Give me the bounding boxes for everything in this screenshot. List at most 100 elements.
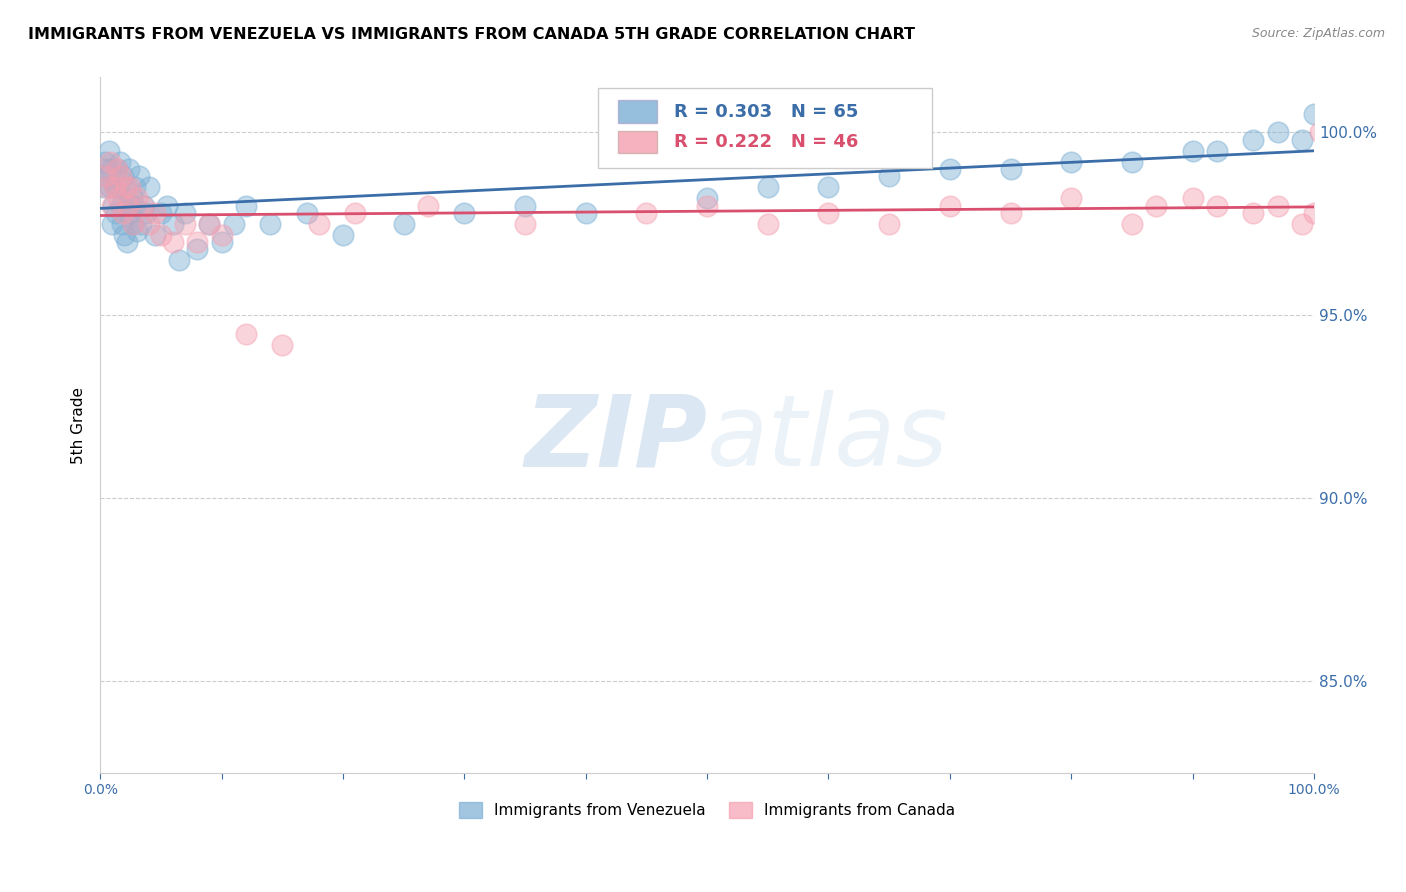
Point bbox=[118, 161, 141, 176]
Point bbox=[198, 217, 221, 231]
Point bbox=[149, 206, 172, 220]
Point bbox=[1267, 125, 1289, 139]
Point bbox=[1241, 133, 1264, 147]
Point bbox=[115, 235, 138, 249]
Point bbox=[117, 198, 139, 212]
Point bbox=[162, 217, 184, 231]
Point bbox=[125, 224, 148, 238]
Point bbox=[1291, 217, 1313, 231]
Point bbox=[120, 206, 142, 220]
Point bbox=[131, 198, 153, 212]
Point bbox=[756, 217, 779, 231]
Text: IMMIGRANTS FROM VENEZUELA VS IMMIGRANTS FROM CANADA 5TH GRADE CORRELATION CHART: IMMIGRANTS FROM VENEZUELA VS IMMIGRANTS … bbox=[28, 27, 915, 42]
Point bbox=[111, 217, 134, 231]
Point bbox=[94, 169, 117, 184]
Point bbox=[112, 227, 135, 242]
Point bbox=[104, 180, 127, 194]
Point bbox=[174, 217, 197, 231]
Point bbox=[122, 217, 145, 231]
Point bbox=[211, 235, 233, 249]
Point bbox=[1206, 144, 1229, 158]
Point bbox=[103, 198, 125, 212]
Point bbox=[98, 180, 121, 194]
Point bbox=[1181, 144, 1204, 158]
Point bbox=[110, 198, 132, 212]
Point bbox=[96, 169, 118, 184]
Point bbox=[93, 180, 115, 194]
Point bbox=[110, 169, 132, 184]
Point bbox=[222, 217, 245, 231]
Point bbox=[149, 227, 172, 242]
Point bbox=[308, 217, 330, 231]
Text: atlas: atlas bbox=[707, 391, 949, 488]
Point bbox=[104, 180, 127, 194]
FancyBboxPatch shape bbox=[619, 131, 658, 153]
Point bbox=[1144, 198, 1167, 212]
Point bbox=[1303, 107, 1326, 121]
Text: R = 0.303   N = 65: R = 0.303 N = 65 bbox=[675, 103, 859, 120]
Point bbox=[636, 206, 658, 220]
Point bbox=[756, 180, 779, 194]
FancyBboxPatch shape bbox=[619, 101, 658, 122]
Point bbox=[132, 198, 155, 212]
Point bbox=[96, 180, 118, 194]
Point bbox=[1206, 198, 1229, 212]
Point bbox=[575, 206, 598, 220]
Point bbox=[104, 206, 127, 220]
Point bbox=[125, 191, 148, 205]
Point bbox=[117, 198, 139, 212]
Point bbox=[101, 198, 124, 212]
Point bbox=[939, 198, 962, 212]
Point bbox=[344, 206, 367, 220]
Point bbox=[101, 217, 124, 231]
Point bbox=[392, 217, 415, 231]
Point bbox=[112, 206, 135, 220]
Point bbox=[112, 169, 135, 184]
Point bbox=[143, 206, 166, 220]
Point bbox=[1000, 206, 1022, 220]
Point bbox=[114, 180, 136, 194]
Point bbox=[128, 169, 150, 184]
Point bbox=[96, 161, 118, 176]
Point bbox=[186, 235, 208, 249]
Point bbox=[939, 161, 962, 176]
FancyBboxPatch shape bbox=[598, 88, 932, 168]
Point bbox=[94, 154, 117, 169]
Point bbox=[1241, 206, 1264, 220]
Point bbox=[186, 243, 208, 257]
Point bbox=[121, 191, 143, 205]
Point bbox=[198, 217, 221, 231]
Point bbox=[1303, 206, 1326, 220]
Point bbox=[1291, 133, 1313, 147]
Point bbox=[1121, 217, 1143, 231]
Point bbox=[156, 198, 179, 212]
Point bbox=[108, 154, 131, 169]
Point bbox=[513, 198, 536, 212]
Point bbox=[235, 198, 257, 212]
Point bbox=[1181, 191, 1204, 205]
Point bbox=[1267, 198, 1289, 212]
Point bbox=[1000, 161, 1022, 176]
Point bbox=[1121, 154, 1143, 169]
Point bbox=[1309, 125, 1331, 139]
Point bbox=[235, 326, 257, 341]
Point bbox=[114, 180, 136, 194]
Point bbox=[124, 180, 146, 194]
Point bbox=[416, 198, 439, 212]
Legend: Immigrants from Venezuela, Immigrants from Canada: Immigrants from Venezuela, Immigrants fr… bbox=[453, 796, 962, 824]
Point bbox=[143, 227, 166, 242]
Point bbox=[696, 191, 718, 205]
Point bbox=[135, 206, 157, 220]
Point bbox=[174, 206, 197, 220]
Point bbox=[97, 144, 120, 158]
Point bbox=[817, 206, 839, 220]
Point bbox=[513, 217, 536, 231]
Point bbox=[259, 217, 281, 231]
Point bbox=[131, 217, 153, 231]
Point bbox=[332, 227, 354, 242]
Point bbox=[696, 198, 718, 212]
Point bbox=[105, 161, 128, 176]
Point bbox=[122, 217, 145, 231]
Point bbox=[1060, 154, 1083, 169]
Point bbox=[453, 206, 475, 220]
